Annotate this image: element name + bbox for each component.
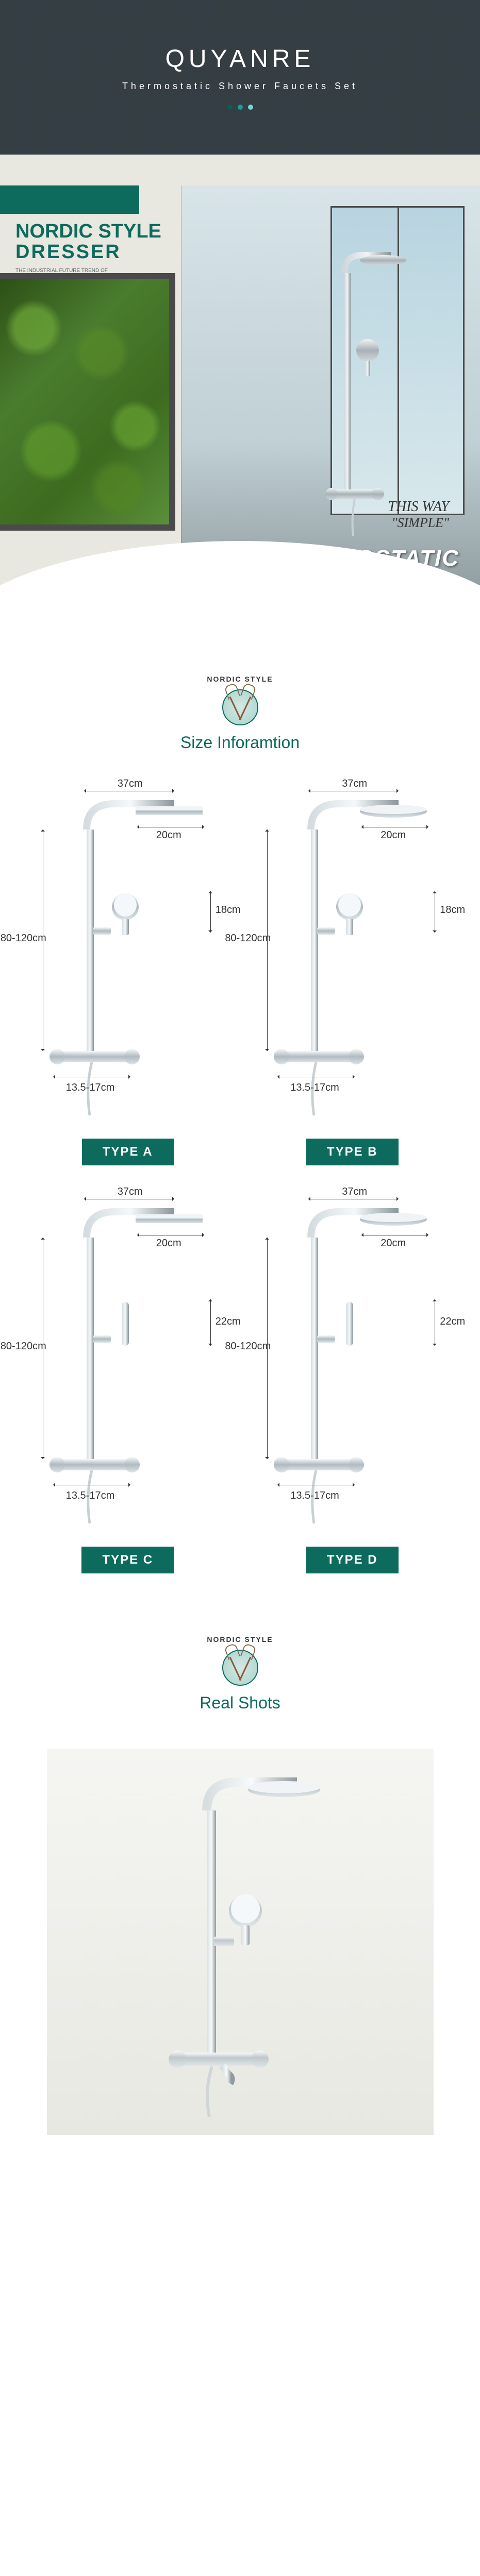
size-section-header: NORDIC STYLE Size Inforamtion xyxy=(0,644,480,768)
dim-valve: 13.5-17cm xyxy=(290,1490,339,1502)
dim-head: 20cm xyxy=(380,1238,406,1249)
product-diagram: 37cm 20cm 18cm 80-120cm 13.5-17cm xyxy=(25,778,231,1128)
lifestyle-scene: NORDIC STYLE DRESSER THE INDUSTRIAL FUTU… xyxy=(0,155,480,644)
accent-banner xyxy=(0,185,139,214)
antler-icon xyxy=(225,1645,256,1660)
real-shots-section xyxy=(0,1728,480,2156)
dim-arm: 37cm xyxy=(118,778,143,790)
product-cell: 37cm 20cm 22cm 80-120cm 13.5-17cm TYPE D xyxy=(245,1186,460,1573)
section-badge-label: NORDIC STYLE xyxy=(0,675,480,683)
section-badge-label: NORDIC STYLE xyxy=(0,1635,480,1643)
type-badge: TYPE D xyxy=(306,1547,399,1573)
antler-icon xyxy=(225,684,256,700)
dim-arm: 37cm xyxy=(342,778,367,790)
dim-head: 20cm xyxy=(156,1238,181,1249)
plant-wall-decor xyxy=(0,273,175,531)
slogan-line1: THIS WAY xyxy=(388,499,449,515)
dim-height: 80-120cm xyxy=(1,933,46,944)
dim-hand: 22cm xyxy=(440,1316,465,1328)
dot-icon xyxy=(238,105,243,110)
product-cell: 37cm 20cm 22cm 80-120cm 13.5-17cm TYPE C xyxy=(21,1186,235,1573)
product-cell: 37cm 20cm 18cm 80-120cm 13.5-17cm TYPE B xyxy=(245,778,460,1165)
product-diagram: 37cm 20cm 22cm 80-120cm 13.5-17cm xyxy=(249,1186,455,1536)
dim-hand: 18cm xyxy=(440,904,465,916)
product-diagram: 37cm 20cm 18cm 80-120cm 13.5-17cm xyxy=(249,778,455,1128)
dim-height: 80-120cm xyxy=(1,1341,46,1352)
dim-valve: 13.5-17cm xyxy=(66,1490,115,1502)
dot-icon xyxy=(248,105,253,110)
dim-height: 80-120cm xyxy=(225,1341,271,1352)
type-badge: TYPE A xyxy=(82,1139,174,1165)
section-title: Real Shots xyxy=(0,1693,480,1713)
nordic-subtitle: DRESSER xyxy=(15,241,161,263)
dim-head: 20cm xyxy=(156,829,181,841)
slogan-this-way: THIS WAY "SIMPLE" xyxy=(388,499,449,531)
dim-arm: 37cm xyxy=(118,1186,143,1198)
brand-subtitle: Thermostatic Shower Faucets Set xyxy=(122,81,358,92)
section-title: Size Inforamtion xyxy=(0,733,480,752)
dim-arm: 37cm xyxy=(342,1186,367,1198)
dim-valve: 13.5-17cm xyxy=(290,1082,339,1094)
slogan-line2: "SIMPLE" xyxy=(388,515,449,531)
type-badge: TYPE B xyxy=(306,1139,399,1165)
dim-head: 20cm xyxy=(380,829,406,841)
nordic-title: NORDIC STYLE xyxy=(15,222,161,241)
dim-hand: 22cm xyxy=(216,1316,241,1328)
brand-title: QUYANRE xyxy=(165,45,315,73)
decorative-dots xyxy=(227,105,253,110)
product-diagram: 37cm 20cm 22cm 80-120cm 13.5-17cm xyxy=(25,1186,231,1536)
real-shot-image xyxy=(47,1749,434,2135)
hero-banner: QUYANRE Thermostatic Shower Faucets Set xyxy=(0,0,480,155)
type-badge: TYPE C xyxy=(81,1547,174,1573)
dot-icon xyxy=(227,105,233,110)
deer-badge-icon xyxy=(222,1650,258,1686)
dim-hand: 18cm xyxy=(216,904,241,916)
deer-badge-icon xyxy=(222,689,258,725)
dim-height: 80-120cm xyxy=(225,933,271,944)
dim-valve: 13.5-17cm xyxy=(66,1082,115,1094)
product-cell: 37cm 20cm 18cm 80-120cm 13.5-17cm TYPE A xyxy=(21,778,235,1165)
product-type-grid: 37cm 20cm 18cm 80-120cm 13.5-17cm TYPE A xyxy=(0,768,480,1604)
real-shots-header: NORDIC STYLE Real Shots xyxy=(0,1604,480,1728)
